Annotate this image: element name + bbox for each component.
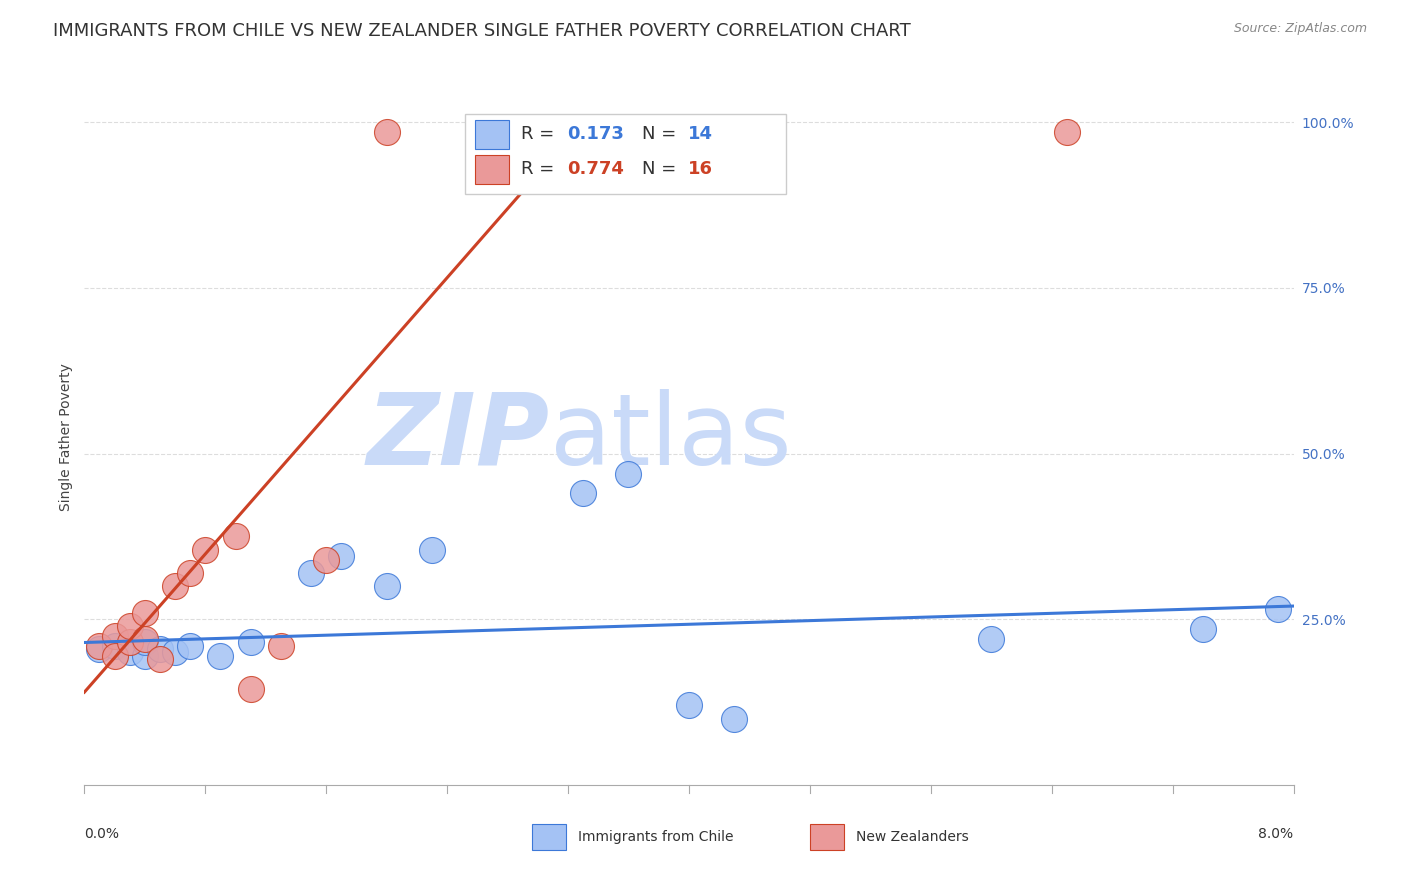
Text: Immigrants from Chile: Immigrants from Chile (578, 830, 733, 844)
Point (89, 639, 111, 653)
FancyBboxPatch shape (465, 113, 786, 194)
Text: R =: R = (520, 126, 560, 144)
Point (149, 642, 172, 657)
Text: 0.0%: 0.0% (84, 827, 120, 840)
Text: New Zealanders: New Zealanders (856, 830, 969, 844)
Point (1056, 125, 1078, 139)
Point (1267, 602, 1289, 616)
Text: ZIP: ZIP (367, 389, 550, 485)
Point (104, 648, 127, 663)
Point (179, 639, 201, 653)
Text: Source: ZipAtlas.com: Source: ZipAtlas.com (1233, 22, 1367, 36)
Text: N =: N = (641, 126, 682, 144)
Text: 14: 14 (688, 126, 713, 144)
Text: 0.173: 0.173 (567, 126, 624, 144)
Text: IMMIGRANTS FROM CHILE VS NEW ZEALANDER SINGLE FATHER POVERTY CORRELATION CHART: IMMIGRANTS FROM CHILE VS NEW ZEALANDER S… (53, 22, 911, 40)
Point (179, 566, 201, 580)
Text: R =: R = (520, 161, 560, 178)
Point (617, 467, 640, 481)
Point (375, 579, 398, 593)
Point (527, 125, 550, 139)
Point (134, 648, 156, 663)
Point (315, 552, 337, 566)
Point (980, 632, 1002, 647)
Point (209, 648, 232, 663)
Point (149, 652, 172, 666)
Point (89, 642, 111, 657)
FancyBboxPatch shape (475, 154, 509, 184)
Point (225, 529, 247, 543)
Point (572, 486, 595, 500)
Point (723, 712, 745, 726)
Point (1192, 622, 1215, 636)
Point (375, 125, 398, 139)
Point (118, 619, 141, 633)
FancyBboxPatch shape (475, 120, 509, 149)
Point (678, 698, 700, 713)
Point (239, 681, 262, 696)
Point (194, 542, 217, 557)
Point (134, 606, 156, 620)
Y-axis label: Single Father Poverty: Single Father Poverty (59, 363, 73, 511)
Text: 8.0%: 8.0% (1258, 827, 1294, 840)
Point (118, 645, 141, 659)
Text: 0.774: 0.774 (567, 161, 624, 178)
Point (134, 632, 156, 647)
Point (104, 629, 127, 643)
Point (299, 566, 322, 580)
Text: atlas: atlas (550, 389, 792, 485)
Point (134, 635, 156, 649)
Text: N =: N = (641, 161, 682, 178)
Point (165, 645, 187, 659)
Point (270, 639, 292, 653)
Point (118, 635, 141, 649)
FancyBboxPatch shape (810, 824, 844, 850)
Text: 16: 16 (688, 161, 713, 178)
Point (420, 542, 443, 557)
Point (330, 549, 353, 564)
Point (239, 635, 262, 649)
Point (104, 639, 127, 653)
FancyBboxPatch shape (531, 824, 565, 850)
Point (165, 579, 187, 593)
